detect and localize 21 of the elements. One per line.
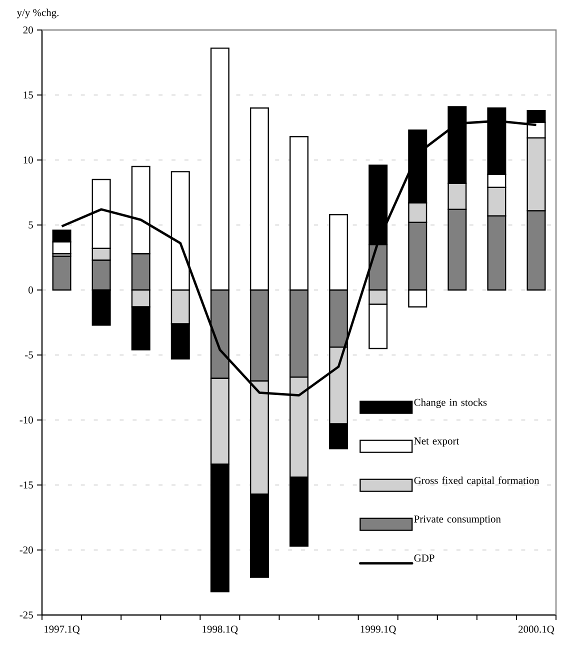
x-tick-label: 1999.1Q	[360, 626, 396, 634]
y-tick-label: 5	[28, 222, 33, 228]
y-tick-label: 0	[28, 286, 33, 294]
y-tick-label: -25	[20, 611, 33, 619]
y-axis-title: y/y %chg.	[16, 8, 59, 18]
y-tick-label: -15	[20, 481, 33, 489]
legend-label: Gross fixed capital formation	[414, 476, 540, 486]
y-tick-label: 15	[24, 91, 33, 99]
legend-label: Private consumption	[414, 516, 501, 525]
y-tick-label: 10	[24, 156, 33, 164]
legend-label: GDP	[414, 554, 434, 562]
legend-label: Change in stocks	[414, 398, 487, 408]
x-tick-label: 1997.1Q	[44, 626, 80, 634]
y-tick-label: -10	[20, 416, 33, 424]
y-tick-label: 20	[23, 26, 33, 34]
y-tick-label: -5	[25, 352, 33, 358]
legend-label: Net export	[414, 438, 460, 447]
bar	[52, 256, 72, 291]
x-tick-label: 2000.1Q	[518, 626, 554, 634]
x-tick-label: 1998.1Q	[202, 626, 238, 634]
y-tick-label: -20	[20, 546, 33, 554]
